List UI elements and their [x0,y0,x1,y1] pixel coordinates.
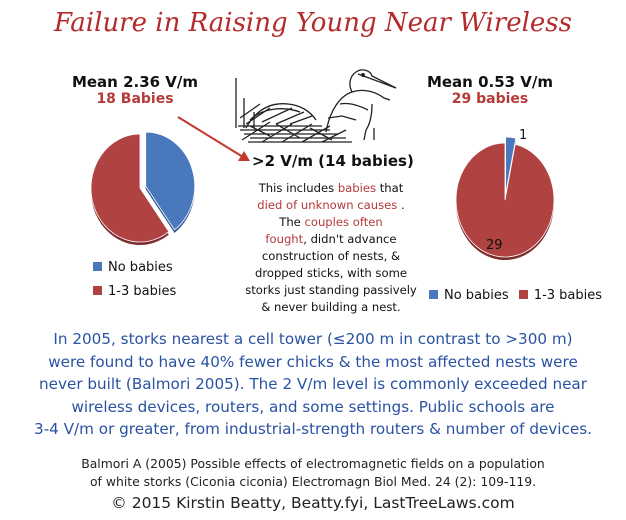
body-line: were found to have 40% fewer chicks & th… [48,352,578,371]
left-mean-label: Mean 2.36 V/m [71,73,199,91]
description-text: This includes babies that died of unknow… [236,180,426,316]
body-line: wireless devices, routers, and some sett… [71,397,555,416]
pie-slice-no-babies [505,136,517,195]
legend-swatch [93,286,102,295]
left-legend-item-no-babies: No babies [93,260,176,284]
right-legend-item-1-3-babies: 1-3 babies [518,288,603,303]
right-mean-label: Mean 0.53 V/m [426,73,554,91]
desc-line-2b: . [397,198,405,212]
pie-data-label: 1 [519,128,527,143]
desc-line-8: & never building a nest. [261,300,401,314]
desc-line-4a: fought [265,232,304,246]
desc-line-2a: died of unknown causes [257,198,398,212]
citation-line: Balmori A (2005) Possible effects of ele… [81,456,545,471]
desc-line-1b: babies [337,181,377,195]
desc-line-1a: This includes [258,181,338,195]
left-legend-item-1-3-babies: 1-3 babies [93,284,176,308]
desc-line-6: dropped sticks, with some [254,266,407,280]
right-pie-chart: 1 29 [455,128,555,260]
pie-slice-no-babies [145,131,196,231]
pie-slice-1-3-babies [455,142,555,258]
left-legend: No babies 1-3 babies [93,260,176,308]
left-babies-label: 18 Babies [96,91,174,107]
desc-line-3b: couples often [304,215,383,229]
body-line: In 2005, storks nearest a cell tower (≤2… [53,330,573,348]
right-babies-label: 29 babies [451,91,529,107]
desc-line-4b: , didn't advance [303,232,397,246]
citation: Balmori A (2005) Possible effects of ele… [0,455,626,491]
legend-label: 1-3 babies [108,284,177,299]
right-chart-header: Mean 0.53 V/m 29 babies [425,72,555,107]
arrow [177,116,250,161]
desc-line-1c: that [376,181,404,195]
stork-nest-illustration [235,69,397,143]
desc-line-5: construction of nests, & [261,249,401,263]
body-text: In 2005, storks nearest a cell tower (≤2… [0,328,626,441]
body-line: never built (Balmori 2005). The 2 V/m le… [39,375,587,394]
threshold-label: >2 V/m (14 babies) [252,152,414,170]
legend-label: 1-3 babies [533,288,603,303]
legend-label: No babies [444,288,509,303]
right-legend: No babies 1-3 babies [429,288,608,303]
desc-line-3a: The [279,215,305,229]
right-legend-item-no-babies: No babies [429,288,509,303]
pie-slice-1-3-babies [90,133,170,243]
page-title: Failure in Raising Young Near Wireless [54,8,572,38]
left-chart-header: Mean 2.36 V/m 18 Babies [70,72,200,107]
left-pie-chart [90,131,196,245]
legend-swatch [93,262,102,271]
citation-line: of white storks (Ciconia ciconia) Electr… [89,474,537,489]
legend-swatch [518,290,528,299]
legend-swatch [429,290,438,299]
legend-label: No babies [108,260,173,275]
charts-svg: 1 29 [90,69,555,260]
pie-data-label: 29 [486,238,503,253]
body-line: 3-4 V/m or greater, from industrial-stre… [34,420,592,439]
copyright: © 2015 Kirstin Beatty, Beatty.fyi, LastT… [111,494,515,512]
desc-line-7: storks just standing passively [245,283,417,297]
